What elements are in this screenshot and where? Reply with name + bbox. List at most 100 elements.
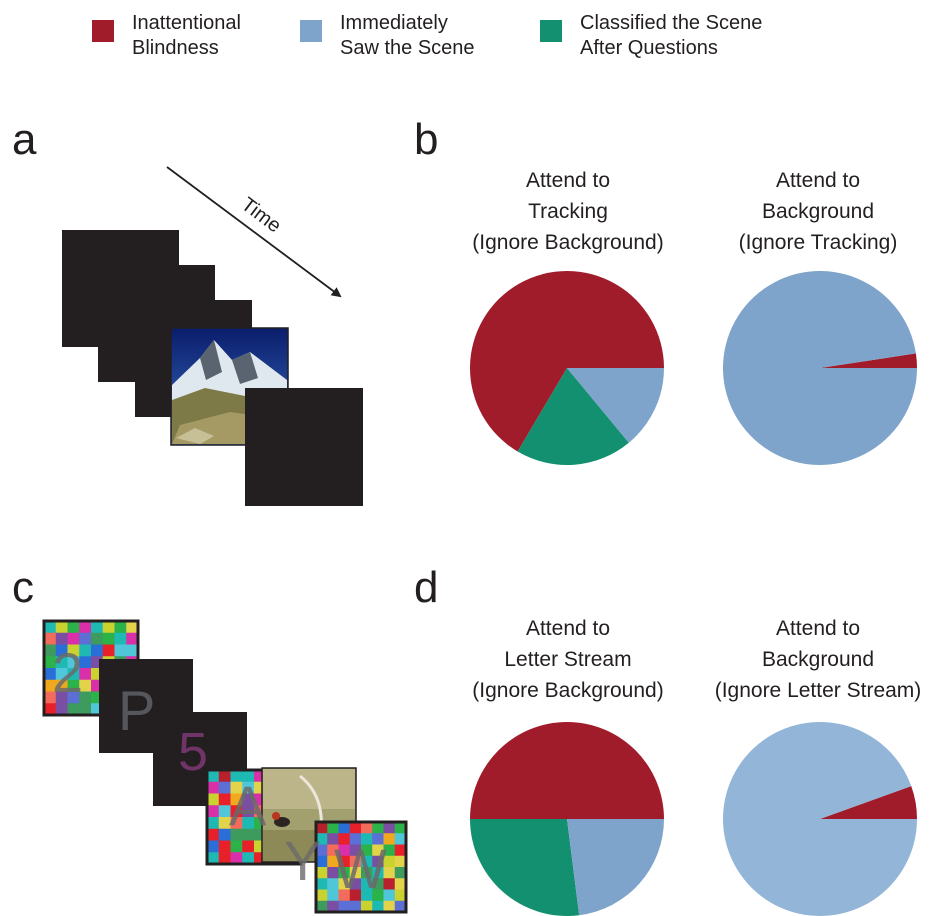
- mosaic-tile: [218, 793, 231, 806]
- mosaic-tile: [316, 822, 328, 834]
- pie-title-background-b: Attend to Background (Ignore Tracking): [688, 165, 940, 258]
- mosaic-tile: [207, 840, 220, 853]
- mosaic-tile: [67, 656, 80, 669]
- mosaic-tile: [327, 889, 339, 902]
- mosaic-tile: [242, 852, 255, 865]
- mosaic-tile: [394, 867, 407, 879]
- panel-label-c: c: [12, 563, 34, 612]
- mosaic-tile: [327, 833, 339, 845]
- mosaic-tile: [372, 900, 384, 913]
- letter-stimulus: 5: [178, 722, 208, 782]
- mosaic-tile: [242, 805, 255, 818]
- mosaic-tile: [91, 621, 104, 634]
- mosaic-tile: [338, 900, 351, 913]
- mosaic-tile: [383, 855, 396, 868]
- pie-title-line: Background: [761, 648, 875, 671]
- mosaic-tile: [338, 822, 351, 834]
- pie-slice-classified-the-scene-after-questions: [470, 819, 580, 916]
- mosaic-tile: [361, 889, 373, 902]
- mosaic-tile: [338, 855, 351, 868]
- mosaic-tile: [91, 632, 104, 645]
- mosaic-tile: [67, 679, 80, 692]
- pie-title-letter-stream: Attend to Letter Stream (Ignore Backgrou…: [438, 613, 698, 706]
- mosaic-tile: [79, 632, 92, 645]
- mosaic-tile: [44, 632, 57, 645]
- mosaic-tile: [55, 668, 68, 681]
- mosaic-tile: [67, 644, 80, 657]
- mosaic-tile: [55, 632, 68, 645]
- pie-slice-immediately-saw-the-scene: [567, 819, 664, 916]
- pie-slice-inattentional-blindness: [820, 353, 917, 368]
- pie-title-line: (Ignore Letter Stream): [714, 679, 922, 702]
- pie-slice-inattentional-blindness: [820, 786, 917, 819]
- mosaic-tile: [372, 867, 384, 879]
- mosaic-tile: [79, 644, 92, 657]
- mosaic-tile: [79, 656, 92, 669]
- mosaic-tile: [349, 844, 362, 857]
- time-arrow: [166, 166, 342, 298]
- mosaic-tile: [327, 867, 339, 879]
- letter-stimulus: W: [334, 837, 387, 900]
- mosaic-tile: [218, 840, 231, 853]
- mosaic-tile: [44, 644, 57, 657]
- panel-label-b: b: [414, 115, 439, 164]
- pie-chart-background-d: [723, 721, 917, 916]
- mosaic-tile: [218, 852, 231, 865]
- mosaic-tile: [218, 805, 231, 818]
- mosaic-tile: [372, 855, 384, 868]
- mosaic-tile: [44, 679, 57, 692]
- mosaic-tile: [114, 644, 127, 657]
- mosaic-tile: [230, 828, 243, 841]
- pie-title-line: Attend to: [775, 617, 861, 640]
- pie-slice-immediately-saw-the-scene: [723, 721, 917, 916]
- mosaic-tile: [372, 822, 384, 834]
- mosaic-tile: [383, 822, 396, 834]
- pie-title-line: (Ignore Tracking): [738, 231, 898, 254]
- mosaic-tile: [242, 770, 255, 783]
- panel-label-a: a: [12, 115, 37, 164]
- mosaic-tile: [44, 691, 57, 704]
- pie-title-line: Tracking: [528, 200, 608, 223]
- pie-chart-letter-stream: [470, 722, 664, 916]
- mosaic-tile: [67, 668, 80, 681]
- mosaic-tile: [230, 817, 243, 830]
- mosaic-tile: [383, 889, 396, 902]
- pie-slice-inattentional-blindness: [470, 270, 664, 452]
- mosaic-tile: [218, 817, 231, 830]
- mosaic-tile: [230, 770, 243, 783]
- mosaic-tile: [218, 781, 231, 794]
- mosaic-tile: [361, 833, 373, 845]
- mosaic-frame: [314, 820, 408, 914]
- mosaic-tile: [372, 889, 384, 902]
- pie-title-line: (Ignore Background): [472, 679, 664, 702]
- mosaic-tile: [55, 621, 68, 634]
- mosaic-tile: [372, 833, 384, 845]
- pie-title-tracking: Attend to Tracking (Ignore Background): [438, 165, 698, 258]
- pie-slice-classified-the-scene-after-questions: [517, 368, 629, 465]
- mosaic-tile: [327, 855, 339, 868]
- mosaic-tile: [372, 878, 384, 890]
- mosaic-tile: [230, 840, 243, 853]
- mosaic-tile: [67, 691, 80, 704]
- legend-swatch: [300, 20, 322, 42]
- mosaic-tile: [55, 679, 68, 692]
- mosaic-tile: [55, 656, 68, 669]
- mosaic-tile: [361, 867, 373, 879]
- mosaic-tile: [207, 793, 220, 806]
- mosaic-tile: [79, 691, 92, 704]
- mosaic-tile: [114, 621, 127, 634]
- pie-slice-immediately-saw-the-scene: [723, 270, 917, 465]
- letter-stimulus: P: [118, 679, 155, 742]
- mosaic-tile: [383, 900, 396, 913]
- mosaic-tile: [349, 833, 362, 845]
- mosaic-tile: [361, 844, 373, 857]
- panel-label-d: d: [414, 563, 439, 612]
- mosaic-tile: [372, 844, 384, 857]
- mosaic-tile: [394, 855, 407, 868]
- mosaic-tile: [79, 679, 92, 692]
- mosaic-tile: [327, 844, 339, 857]
- mosaic-tile: [55, 691, 68, 704]
- mosaic-tile: [394, 844, 407, 857]
- mosaic-tile: [242, 793, 255, 806]
